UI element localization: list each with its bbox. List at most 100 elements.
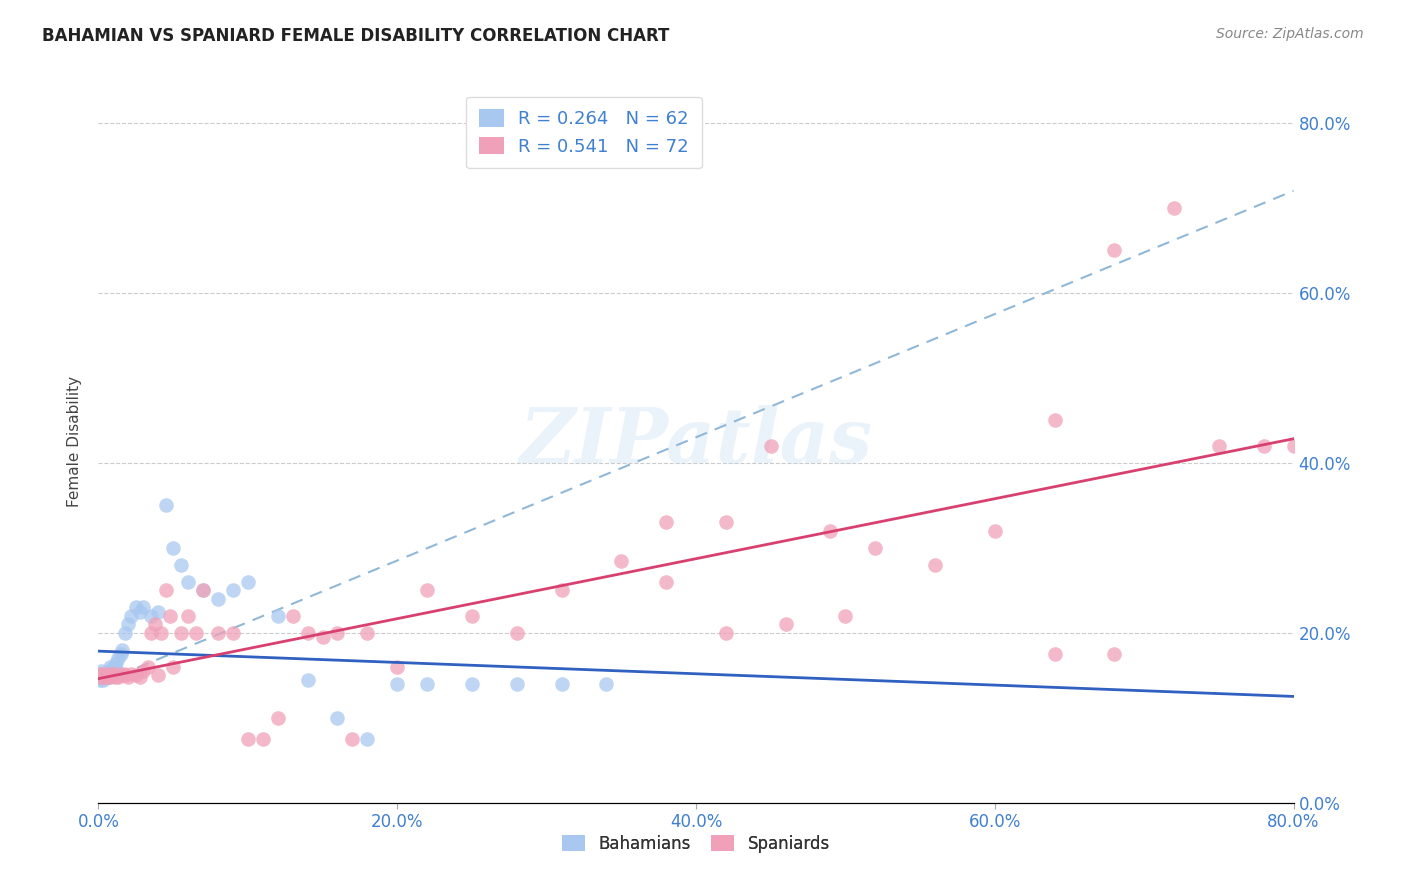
Point bbox=[1043, 413, 1066, 427]
Point bbox=[94, 670, 117, 684]
Point bbox=[125, 600, 148, 615]
Point bbox=[94, 670, 117, 684]
Point bbox=[222, 583, 245, 598]
Point bbox=[132, 664, 155, 678]
Point bbox=[105, 666, 128, 681]
Point bbox=[91, 670, 114, 684]
Point bbox=[93, 668, 115, 682]
Point bbox=[94, 668, 117, 682]
Point bbox=[655, 574, 678, 589]
Point bbox=[506, 677, 529, 691]
Point bbox=[655, 516, 678, 530]
Point bbox=[114, 668, 136, 682]
Point bbox=[1104, 647, 1126, 661]
Point bbox=[117, 670, 139, 684]
Point bbox=[110, 647, 132, 661]
Point bbox=[162, 660, 184, 674]
Point bbox=[148, 668, 170, 682]
Point bbox=[98, 666, 122, 681]
Point bbox=[94, 666, 117, 681]
Point bbox=[90, 670, 112, 684]
Point bbox=[714, 625, 737, 640]
Point bbox=[1282, 439, 1305, 453]
Point bbox=[89, 673, 111, 687]
Point bbox=[267, 711, 290, 725]
Point bbox=[91, 673, 114, 687]
Point bbox=[139, 625, 162, 640]
Text: BAHAMIAN VS SPANIARD FEMALE DISABILITY CORRELATION CHART: BAHAMIAN VS SPANIARD FEMALE DISABILITY C… bbox=[42, 27, 669, 45]
Point bbox=[820, 524, 842, 538]
Text: ZIPatlas: ZIPatlas bbox=[519, 405, 873, 478]
Point bbox=[177, 574, 200, 589]
Point bbox=[101, 664, 124, 678]
Point bbox=[94, 666, 117, 681]
Point bbox=[984, 524, 1007, 538]
Point bbox=[107, 651, 129, 665]
Point bbox=[184, 625, 207, 640]
Point bbox=[924, 558, 946, 572]
Point bbox=[311, 630, 333, 644]
Point bbox=[416, 583, 439, 598]
Point bbox=[610, 553, 633, 567]
Point bbox=[120, 608, 142, 623]
Point bbox=[97, 664, 120, 678]
Point bbox=[326, 711, 349, 725]
Point bbox=[94, 670, 117, 684]
Point bbox=[90, 666, 112, 681]
Point bbox=[385, 660, 409, 674]
Legend: Bahamians, Spaniards: Bahamians, Spaniards bbox=[555, 828, 837, 860]
Point bbox=[297, 625, 319, 640]
Point bbox=[125, 668, 148, 682]
Point bbox=[111, 642, 134, 657]
Point bbox=[90, 670, 112, 684]
Point bbox=[93, 666, 115, 681]
Point bbox=[104, 670, 127, 684]
Point bbox=[207, 625, 229, 640]
Point bbox=[714, 516, 737, 530]
Point bbox=[1208, 439, 1230, 453]
Point bbox=[96, 670, 118, 684]
Point bbox=[103, 661, 125, 675]
Point bbox=[297, 673, 319, 687]
Point bbox=[148, 605, 170, 619]
Point bbox=[150, 625, 173, 640]
Point bbox=[865, 541, 887, 555]
Point bbox=[207, 591, 229, 606]
Point bbox=[114, 625, 136, 640]
Point bbox=[1104, 244, 1126, 258]
Point bbox=[110, 668, 132, 682]
Point bbox=[356, 625, 378, 640]
Point bbox=[129, 670, 152, 684]
Point bbox=[342, 732, 364, 747]
Point bbox=[103, 666, 125, 681]
Point bbox=[177, 608, 200, 623]
Point bbox=[105, 656, 128, 670]
Point bbox=[107, 670, 129, 684]
Point bbox=[236, 574, 259, 589]
Point bbox=[1253, 439, 1275, 453]
Point bbox=[91, 666, 114, 681]
Point bbox=[191, 583, 214, 598]
Point bbox=[98, 668, 122, 682]
Point bbox=[103, 668, 125, 682]
Point bbox=[162, 541, 184, 555]
Point bbox=[96, 666, 118, 681]
Point bbox=[91, 670, 114, 684]
Point bbox=[155, 498, 177, 512]
Point bbox=[506, 625, 529, 640]
Point bbox=[159, 608, 181, 623]
Point bbox=[834, 608, 856, 623]
Point bbox=[91, 670, 114, 684]
Point bbox=[550, 677, 572, 691]
Point bbox=[1043, 647, 1066, 661]
Point bbox=[236, 732, 259, 747]
Point bbox=[139, 608, 162, 623]
Point bbox=[222, 625, 245, 640]
Point bbox=[90, 664, 112, 678]
Point bbox=[169, 625, 191, 640]
Point bbox=[416, 677, 439, 691]
Point bbox=[112, 666, 135, 681]
Point bbox=[91, 668, 114, 682]
Point bbox=[90, 668, 112, 682]
Point bbox=[97, 670, 120, 684]
